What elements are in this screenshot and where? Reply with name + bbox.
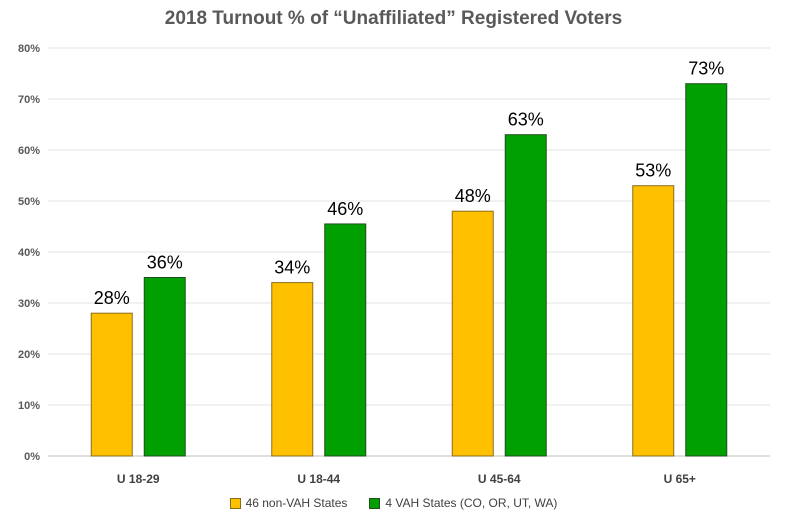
- data-label: 53%: [635, 161, 671, 181]
- data-label: 48%: [455, 186, 491, 206]
- bar: [632, 185, 675, 457]
- x-tick-label: U 18-29: [117, 472, 160, 486]
- data-label: 34%: [274, 258, 310, 278]
- y-tick-label: 30%: [18, 298, 40, 310]
- legend-item-series-1: 46 non-VAH States: [229, 496, 348, 510]
- legend: 46 non-VAH States 4 VAH States (CO, OR, …: [0, 496, 787, 510]
- x-tick-label: U 65+: [664, 472, 696, 486]
- legend-label-series-2: 4 VAH States (CO, OR, UT, WA): [385, 496, 558, 510]
- data-label: 28%: [94, 288, 130, 308]
- y-tick-label: 40%: [18, 247, 40, 259]
- data-label: 63%: [508, 110, 544, 130]
- data-label: 36%: [147, 253, 183, 273]
- y-tick-label: 10%: [18, 400, 40, 412]
- x-tick-label: U 18-44: [297, 472, 340, 486]
- y-tick-label: 70%: [18, 94, 40, 106]
- bar: [504, 134, 547, 457]
- legend-item-series-2: 4 VAH States (CO, OR, UT, WA): [369, 496, 557, 510]
- data-label: 46%: [327, 199, 363, 219]
- data-label: 73%: [688, 59, 724, 79]
- y-tick-label: 20%: [18, 349, 40, 361]
- y-tick-label: 50%: [18, 196, 40, 208]
- bar: [324, 223, 367, 457]
- chart-title: 2018 Turnout % of “Unaffiliated” Registe…: [164, 8, 623, 29]
- x-tick-label: U 45-64: [478, 472, 521, 486]
- y-tick-label: 80%: [18, 43, 40, 55]
- bar: [90, 312, 133, 457]
- legend-swatch-series-2: [369, 497, 381, 509]
- y-tick-label: 0%: [24, 451, 40, 463]
- y-tick-label: 60%: [18, 145, 40, 157]
- bar: [271, 282, 314, 457]
- bar: [451, 210, 494, 457]
- legend-swatch-series-1: [229, 497, 241, 509]
- legend-label-series-1: 46 non-VAH States: [245, 496, 348, 510]
- bar: [685, 83, 728, 457]
- bar: [143, 277, 186, 457]
